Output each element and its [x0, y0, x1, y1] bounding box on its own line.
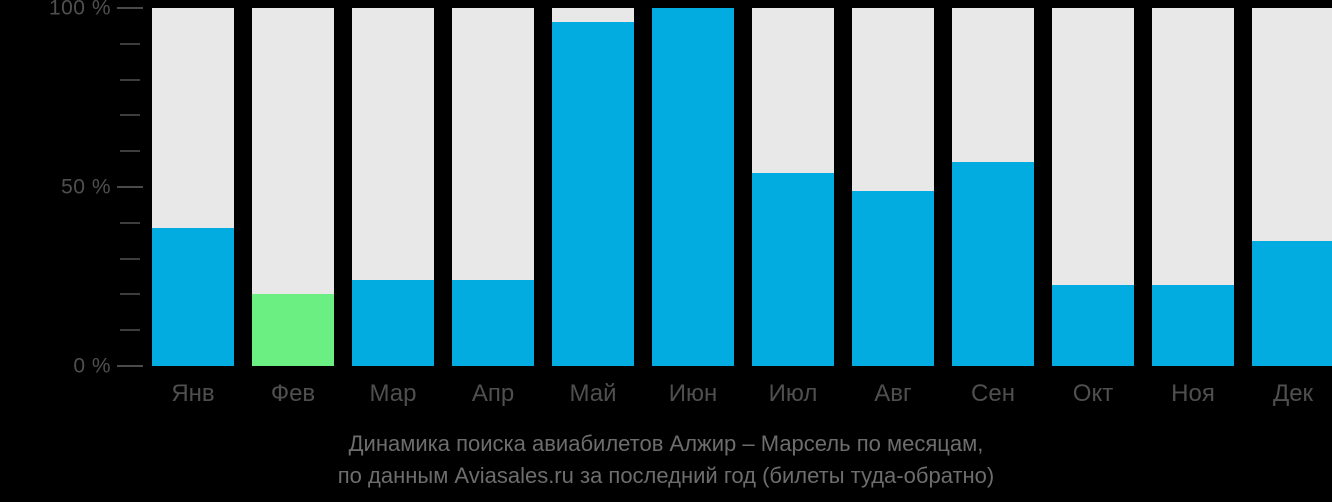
- y-axis-tick: [117, 186, 143, 188]
- y-axis: 100 % 50 % 0 %: [0, 0, 152, 378]
- bar-column[interactable]: [1052, 8, 1134, 366]
- caption-line-1: Динамика поиска авиабилетов Алжир – Марс…: [348, 431, 984, 456]
- y-axis-tick: [117, 365, 143, 367]
- bar-fill[interactable]: [652, 8, 734, 366]
- x-axis-label: Ноя: [1171, 380, 1215, 407]
- y-axis-tick: [120, 114, 140, 117]
- bar-fill[interactable]: [852, 190, 934, 366]
- x-axis-label: Мар: [369, 380, 417, 407]
- bar-column[interactable]: [952, 8, 1034, 366]
- bar-column[interactable]: [552, 8, 634, 366]
- bar-column[interactable]: [152, 8, 234, 366]
- x-axis: Янв Фев Мар Апр Май Июн Июл Авг Сен Окт Ноя Дек: [152, 378, 1332, 418]
- x-axis-label: Апр: [471, 380, 515, 407]
- y-axis-tick: [120, 221, 140, 224]
- bar-fill[interactable]: [152, 228, 234, 366]
- bar-column[interactable]: [752, 8, 834, 366]
- bar-fill[interactable]: [252, 294, 334, 366]
- bar-fill[interactable]: [752, 172, 834, 366]
- bar-column[interactable]: [352, 8, 434, 366]
- x-axis-label: Июл: [768, 380, 818, 407]
- bar-column[interactable]: [452, 8, 534, 366]
- bar-column[interactable]: [1252, 8, 1332, 366]
- x-axis-label: Авг: [874, 380, 912, 407]
- chart-caption: Динамика поиска авиабилетов Алжир – Марс…: [0, 428, 1332, 492]
- bar-column[interactable]: [652, 8, 734, 366]
- bar-fill[interactable]: [352, 280, 434, 366]
- x-axis-label: Май: [569, 380, 617, 407]
- y-axis-tick: [120, 293, 140, 296]
- y-axis-tick: [120, 78, 140, 81]
- bar-fill[interactable]: [952, 161, 1034, 366]
- bar-fill[interactable]: [1052, 285, 1134, 366]
- caption-line-2: по данным Aviasales.ru за последний год …: [337, 463, 995, 488]
- x-axis-label: Сен: [971, 380, 1015, 407]
- y-axis-tick: [120, 150, 140, 153]
- y-axis-tick: [120, 42, 140, 45]
- y-axis-label: 0 %: [73, 354, 111, 378]
- y-axis-tick: [120, 329, 140, 332]
- x-axis-label: Фев: [270, 380, 316, 407]
- bar-fill[interactable]: [1252, 240, 1332, 366]
- bar-fill[interactable]: [1152, 285, 1234, 366]
- x-axis-label: Окт: [1072, 380, 1114, 407]
- bar-fill[interactable]: [452, 280, 534, 366]
- x-axis-label: Июн: [668, 380, 718, 407]
- y-axis-label: 100 %: [48, 0, 111, 20]
- bar-fill[interactable]: [552, 22, 634, 366]
- x-axis-label: Янв: [171, 380, 215, 407]
- bar-column[interactable]: [252, 8, 334, 366]
- plot-area: [152, 8, 1332, 366]
- y-axis-label: 50 %: [61, 175, 111, 199]
- y-axis-tick: [120, 257, 140, 260]
- y-axis-tick: [117, 7, 143, 9]
- bar-column[interactable]: [852, 8, 934, 366]
- bar-column[interactable]: [1152, 8, 1234, 366]
- x-axis-label: Дек: [1272, 380, 1314, 407]
